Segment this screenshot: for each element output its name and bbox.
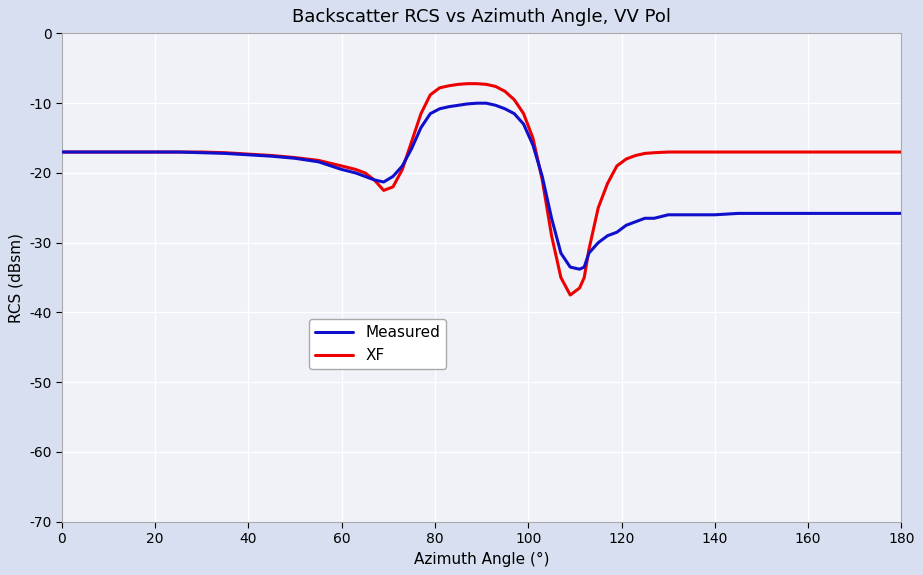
Measured [56,148,67,155]
Legend: Measured, XF: Measured, XF [308,319,446,369]
XF [462,81,473,87]
Line: XF: XF [62,84,902,295]
XF [733,148,744,155]
XF [630,152,641,159]
Measured [472,99,483,106]
Title: Backscatter RCS vs Azimuth Angle, VV Pol: Backscatter RCS vs Azimuth Angle, VV Pol [292,8,671,26]
X-axis label: Azimuth Angle (°): Azimuth Angle (°) [414,551,549,567]
Measured [896,210,907,217]
XF [565,292,576,298]
Measured [574,266,585,273]
Measured [733,210,744,217]
XF [359,170,370,177]
Measured [593,239,604,246]
Y-axis label: RCS (dBsm): RCS (dBsm) [8,232,23,323]
Measured [849,210,860,217]
Measured [630,218,641,225]
Measured [350,170,361,177]
Line: Measured: Measured [62,103,902,269]
XF [350,166,361,173]
XF [593,204,604,211]
XF [849,148,860,155]
XF [896,148,907,155]
Measured [359,173,370,180]
XF [56,148,67,155]
